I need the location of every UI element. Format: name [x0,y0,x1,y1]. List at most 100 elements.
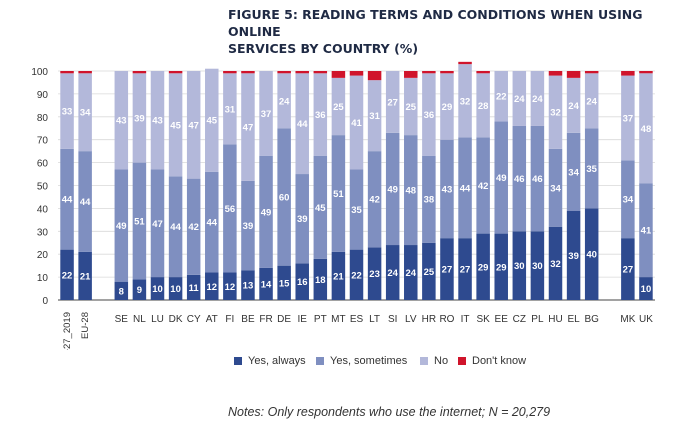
data-label-bg-yes-always: 40 [586,250,597,261]
chart-title-line2: SERVICES BY COUNTRY (%) [228,41,419,56]
x-tick-label-it: IT [461,314,470,325]
data-label-ro-no: 29 [442,102,453,113]
bar-segment-hr-no [422,73,436,156]
bar-segment-pt-yes-sometimes [313,155,328,259]
bar-segment-cy-yes-always [186,274,201,300]
data-label-fr-yes-always: 14 [261,279,272,290]
data-label-ie-no: 44 [297,119,308,130]
x-tick-label-si: SI [388,314,397,325]
data-label-es-yes-always: 22 [351,270,362,281]
data-label-lv-no: 25 [405,102,416,113]
x-tick-label-uk: UK [639,314,653,325]
data-label-sk-yes-sometimes: 42 [478,181,489,192]
data-label-de-yes-sometimes: 60 [279,192,290,203]
data-label-cz-no: 24 [514,94,525,105]
data-label-se-no: 43 [116,116,127,127]
bar-segment-se-no [114,71,129,170]
bar-segment-eu-27-2019-yes-sometimes [60,148,74,250]
x-tick-label-se: SE [115,314,129,325]
bar-segment-fr-yes-always [259,267,273,300]
data-label-hu-no: 32 [550,108,561,119]
bar-segment-fi-yes-always [223,272,237,300]
data-label-lu-yes-always: 10 [152,284,163,295]
y-tick-label-60: 60 [37,159,49,170]
data-label-el-no: 24 [568,101,579,112]
x-tick-label-hu: HU [548,314,562,325]
bar-segment-bg-no [584,73,599,129]
bar-segment-lt-yes-always [367,247,382,300]
bar-segment-uk-no [639,73,653,184]
data-label-el-yes-sometimes: 34 [568,167,579,178]
bar-segment-pl-yes-always [530,231,545,300]
stacked-bar-chart: 0 10 20 30 40 50 60 70 80 90 100 22 44 33 EU-27_2019 21… [31,61,655,350]
data-label-mt-yes-always: 21 [333,271,344,282]
data-label-ie-yes-sometimes: 39 [297,214,308,225]
data-label-lt-yes-sometimes: 42 [369,195,380,206]
data-label-bg-yes-sometimes: 35 [586,164,597,175]
bar-segment-cz-yes-always [512,231,527,300]
data-label-eu-28-yes-sometimes: 44 [80,197,91,208]
bar-segment-ee-yes-sometimes [494,121,508,234]
data-label-ee-no: 22 [496,92,507,103]
bar-segment-bg-yes-always [584,208,599,300]
y-tick-label-80: 80 [37,113,49,124]
data-label-si-yes-always: 24 [387,268,398,279]
data-label-nl-yes-sometimes: 51 [134,216,145,227]
bar-segment-it-dont-know [458,61,472,65]
data-label-ee-yes-always: 29 [496,262,507,273]
bar-segment-si-yes-sometimes [385,132,400,246]
y-tick-label-30: 30 [37,227,49,238]
x-tick-label-mt: MT [331,314,345,325]
data-label-bg-no: 24 [586,96,597,107]
bar-segment-es-dont-know [349,71,364,76]
bar-segment-dk-yes-always [168,277,183,300]
bar-segment-it-no [458,64,472,138]
data-label-si-yes-sometimes: 49 [387,184,398,195]
data-label-eu-27-2019-no: 33 [62,107,73,118]
data-label-es-yes-sometimes: 35 [351,205,362,216]
data-label-ro-yes-sometimes: 43 [442,184,453,195]
bar-segment-at-yes-always [205,272,219,300]
x-tick-label-pl: PL [531,314,544,325]
bar-segment-ee-no [494,71,508,122]
bar-segment-pt-dont-know [313,71,328,74]
bar-segment-eu-27-2019-yes-always [60,249,74,300]
data-label-pl-no: 24 [532,94,543,105]
x-tick-label-fr: FR [259,314,272,325]
bar-segment-ie-yes-sometimes [295,174,309,264]
legend-swatch-yes-sometimes [316,357,324,365]
data-label-at-yes-always: 12 [206,282,217,293]
bar-segment-se-yes-sometimes [114,169,129,282]
bar-segment-hu-no [548,75,563,149]
data-label-cy-no: 47 [188,120,199,131]
x-tick-label-mk: MK [620,314,635,325]
bar-segment-bg-yes-sometimes [584,128,599,209]
x-tick-label-eu-27-2019: EU-27_2019 [62,312,73,350]
data-label-de-no: 24 [279,96,290,107]
data-label-eu-27-2019-yes-sometimes: 44 [62,195,73,206]
x-tick-label-es: ES [350,314,364,325]
bar-segment-pt-no [313,73,328,156]
bar-segment-hr-yes-sometimes [422,155,436,243]
legend-swatch-no [420,357,428,365]
y-tick-label-70: 70 [37,136,49,147]
data-label-sk-no: 28 [478,101,489,112]
bar-segment-es-yes-always [349,249,364,300]
bar-segment-it-yes-always [458,238,472,300]
bar-segment-lv-no [404,77,418,136]
bar-segment-mt-yes-sometimes [331,135,346,252]
x-tick-label-ie: IE [298,314,308,325]
bar-segment-ro-yes-sometimes [440,139,454,239]
legend-label-yes-sometimes: Yes, sometimes [330,355,408,367]
x-tick-label-fi: FI [225,314,234,325]
data-label-se-yes-sometimes: 49 [116,221,127,232]
bar-segment-es-no [349,75,364,170]
bar-segment-mt-yes-always [331,251,346,300]
bar-segment-ee-yes-always [494,233,508,300]
data-label-fr-yes-sometimes: 49 [261,207,272,218]
data-label-hu-yes-sometimes: 34 [550,183,561,194]
bar-segment-hr-dont-know [422,71,436,74]
data-label-cz-yes-sometimes: 46 [514,174,525,185]
bar-segment-eu-28-dont-know [78,71,92,74]
y-tick-label-100: 100 [31,67,48,78]
